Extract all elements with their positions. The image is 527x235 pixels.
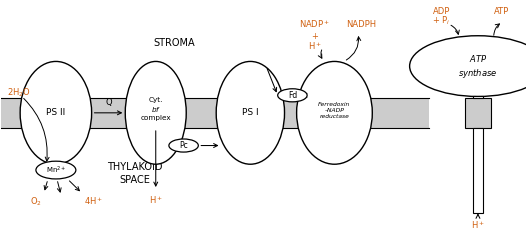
Text: H$^+$: H$^+$ <box>308 40 322 52</box>
Bar <box>1 98 429 128</box>
Text: $ATP$
$synthase$: $ATP$ $synthase$ <box>458 53 497 80</box>
Ellipse shape <box>216 61 285 164</box>
Ellipse shape <box>125 61 186 164</box>
Text: ATP: ATP <box>493 7 509 16</box>
Text: THYLAKOID
SPACE: THYLAKOID SPACE <box>107 162 162 185</box>
Text: PS I: PS I <box>242 108 259 117</box>
Text: Ferredoxin
–NADP
reductase: Ferredoxin –NADP reductase <box>318 102 350 119</box>
Bar <box>473 97 483 98</box>
Text: Mn$^{2+}$: Mn$^{2+}$ <box>46 164 66 176</box>
Text: STROMA: STROMA <box>153 38 195 48</box>
Ellipse shape <box>297 61 372 164</box>
Text: NADP$^+$: NADP$^+$ <box>299 18 330 30</box>
Text: Fd: Fd <box>288 91 297 100</box>
Text: O$_2$: O$_2$ <box>30 196 42 208</box>
Text: H$^+$: H$^+$ <box>471 219 485 231</box>
Circle shape <box>278 89 307 102</box>
Bar <box>473 128 483 213</box>
Circle shape <box>36 161 76 179</box>
Text: Pc: Pc <box>179 141 188 150</box>
Text: Q: Q <box>105 98 112 107</box>
Text: NADPH: NADPH <box>346 20 376 29</box>
Circle shape <box>409 36 527 97</box>
Text: 2H$_2$O: 2H$_2$O <box>7 87 31 99</box>
Ellipse shape <box>20 61 92 164</box>
Circle shape <box>169 139 198 152</box>
Bar <box>465 98 491 128</box>
Text: 4H$^+$: 4H$^+$ <box>84 195 103 207</box>
Text: Cyt.
$bf$
complex: Cyt. $bf$ complex <box>140 97 171 121</box>
Text: +: + <box>311 32 318 41</box>
Text: H$^+$: H$^+$ <box>149 195 163 206</box>
Text: ADP: ADP <box>433 7 450 16</box>
Text: PS II: PS II <box>46 108 65 117</box>
Text: + P$_i$: + P$_i$ <box>432 14 451 27</box>
